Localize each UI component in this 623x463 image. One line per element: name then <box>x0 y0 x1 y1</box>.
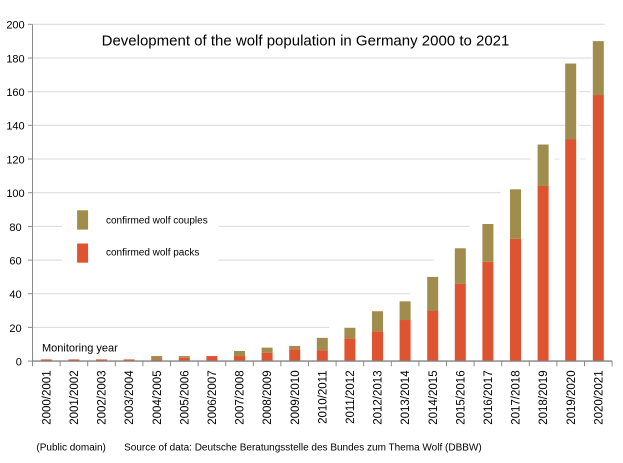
svg-text:confirmed wolf packs: confirmed wolf packs <box>106 247 199 258</box>
svg-text:2005/2006: 2005/2006 <box>179 370 191 424</box>
svg-text:180: 180 <box>6 53 24 65</box>
svg-text:Development of the wolf popula: Development of the wolf population in Ge… <box>102 33 510 50</box>
svg-text:2009/2010: 2009/2010 <box>290 370 302 424</box>
svg-text:2010/2011: 2010/2011 <box>317 370 329 424</box>
svg-text:2001/2002: 2001/2002 <box>69 370 81 424</box>
svg-text:2020/2021: 2020/2021 <box>593 370 605 424</box>
svg-text:Monitoring year: Monitoring year <box>42 342 118 354</box>
svg-text:60: 60 <box>9 256 21 268</box>
svg-text:200: 200 <box>6 20 24 32</box>
svg-text:2012/2013: 2012/2013 <box>373 370 385 424</box>
svg-text:2018/2019: 2018/2019 <box>538 370 550 424</box>
svg-text:40: 40 <box>9 289 21 301</box>
svg-text:0: 0 <box>16 357 22 369</box>
svg-text:2017/2018: 2017/2018 <box>511 370 523 424</box>
svg-text:2015/2016: 2015/2016 <box>455 370 467 424</box>
svg-text:2016/2017: 2016/2017 <box>483 370 495 424</box>
svg-text:Source of data: Deutsche Berat: Source of data: Deutsche Beratungsstelle… <box>124 442 482 453</box>
svg-text:140: 140 <box>6 121 24 133</box>
svg-text:2019/2020: 2019/2020 <box>566 370 578 424</box>
svg-text:100: 100 <box>6 188 24 200</box>
svg-text:80: 80 <box>9 222 21 234</box>
svg-text:2011/2012: 2011/2012 <box>345 370 357 424</box>
svg-text:2007/2008: 2007/2008 <box>235 370 247 424</box>
svg-text:120: 120 <box>6 154 24 166</box>
svg-text:2013/2014: 2013/2014 <box>400 370 412 425</box>
svg-text:2014/2015: 2014/2015 <box>428 370 440 424</box>
svg-text:2004/2005: 2004/2005 <box>152 370 164 424</box>
svg-text:2003/2004: 2003/2004 <box>124 370 136 425</box>
svg-text:160: 160 <box>6 87 24 99</box>
svg-text:20: 20 <box>9 323 21 335</box>
svg-text:2002/2003: 2002/2003 <box>97 370 109 424</box>
svg-text:confirmed wolf couples: confirmed wolf couples <box>106 215 208 226</box>
svg-text:(Public domain): (Public domain) <box>36 442 105 453</box>
svg-text:2008/2009: 2008/2009 <box>262 370 274 424</box>
svg-text:2006/2007: 2006/2007 <box>207 370 219 424</box>
svg-text:2000/2001: 2000/2001 <box>41 370 53 424</box>
